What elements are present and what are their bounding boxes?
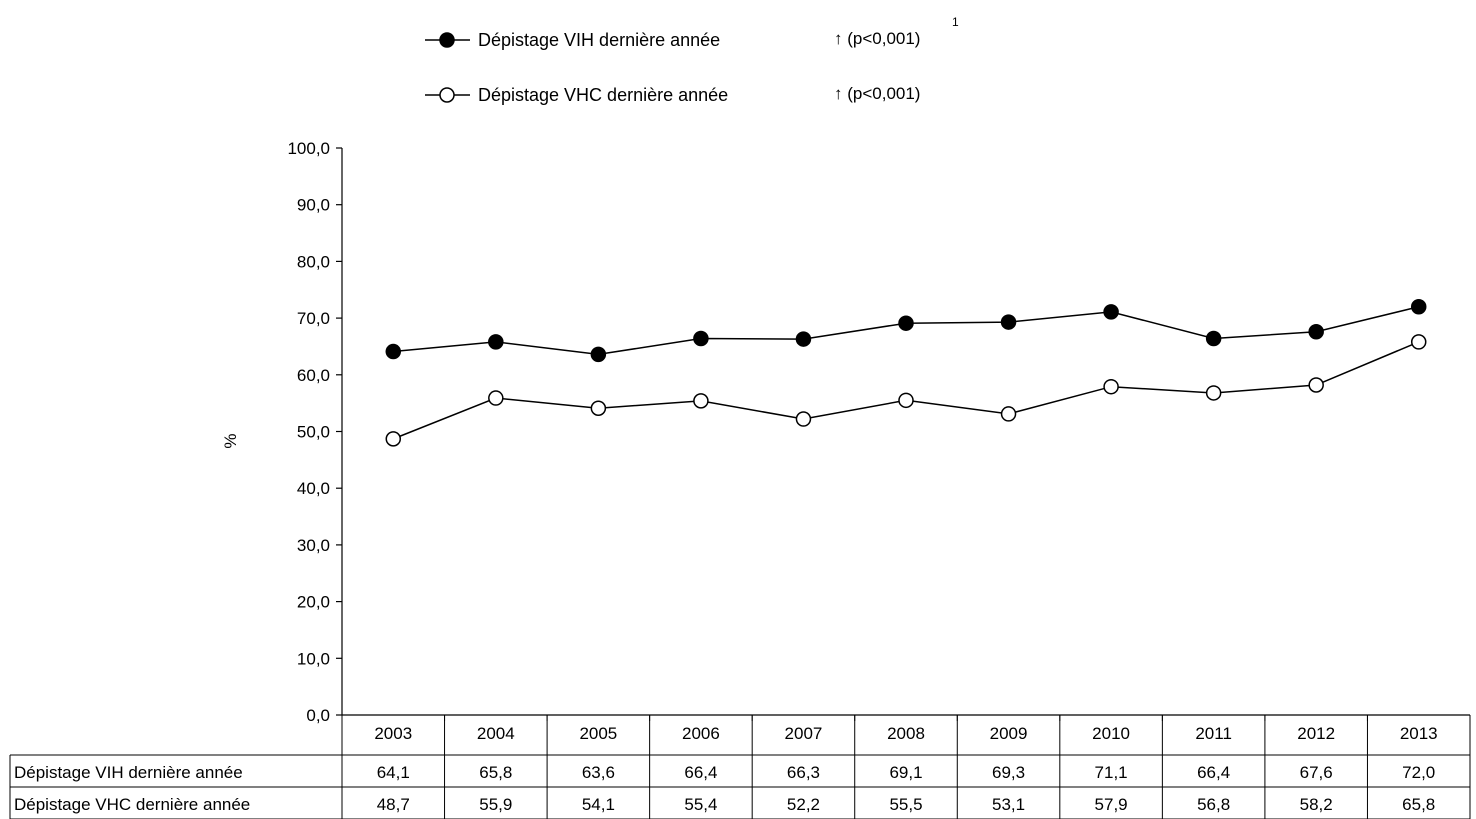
y-axis: 0,0 10,0 20,0 30,0 40,0 50,0 60,0 70,0 80,0 90,0 1… bbox=[287, 139, 343, 725]
trend-label: ↑ (p<0,001) bbox=[834, 84, 920, 103]
table-row-label: Dépistage VHC dernière année bbox=[14, 795, 250, 814]
data-point bbox=[693, 330, 709, 347]
legend-swatch-marker bbox=[439, 87, 455, 103]
legend-label: Dépistage VHC dernière année bbox=[478, 85, 728, 105]
legend-swatch-marker bbox=[439, 32, 455, 48]
table-cell: 67,6 bbox=[1300, 763, 1333, 782]
series-layer bbox=[385, 299, 1427, 447]
table-cell: 52,2 bbox=[787, 795, 820, 814]
x-tick-label: 2010 bbox=[1092, 724, 1130, 743]
series-2 bbox=[385, 334, 1427, 447]
x-tick-label: 2013 bbox=[1400, 724, 1438, 743]
data-point bbox=[385, 431, 402, 447]
data-point bbox=[1205, 330, 1222, 347]
table-cell: 66,3 bbox=[787, 763, 820, 782]
legend-entry: Dépistage VIH dernière année ↑ (p<0,001) 1 bbox=[425, 15, 959, 50]
data-point bbox=[590, 400, 607, 417]
y-tick-label: 10,0 bbox=[297, 649, 330, 668]
x-tick-label: 2011 bbox=[1195, 724, 1232, 743]
data-point bbox=[1308, 323, 1324, 340]
data-point bbox=[1103, 378, 1119, 395]
data-point bbox=[795, 331, 812, 347]
y-tick-label: 70,0 bbox=[297, 309, 330, 328]
x-axis: 2003 2004 2005 2006 2007 2008 2009 2010 2011 2012… bbox=[341, 714, 1471, 743]
data-point bbox=[1410, 334, 1427, 350]
data-point bbox=[590, 346, 607, 363]
series-line bbox=[392, 341, 1420, 440]
y-tick-label: 50,0 bbox=[297, 423, 330, 442]
data-point bbox=[385, 343, 402, 360]
data-point bbox=[795, 411, 812, 427]
table-cell: 58,2 bbox=[1300, 795, 1333, 814]
trend-footnote: 1 bbox=[952, 15, 959, 29]
table-cell: 55,4 bbox=[684, 795, 717, 814]
x-tick-label: 2005 bbox=[579, 724, 617, 743]
table-cell: 54,1 bbox=[582, 795, 615, 814]
table-cell: 53,1 bbox=[992, 795, 1025, 814]
table-cell: 56,8 bbox=[1197, 795, 1230, 814]
y-tick-label: 100,0 bbox=[287, 139, 330, 158]
data-point bbox=[1000, 314, 1017, 330]
y-tick-label: 40,0 bbox=[297, 479, 330, 498]
table-cell: 55,5 bbox=[889, 795, 922, 814]
y-tick-label: 80,0 bbox=[297, 252, 330, 271]
table-row-label: Dépistage VIH dernière année bbox=[14, 763, 243, 782]
legend-entry: Dépistage VHC dernière année ↑ (p<0,001) bbox=[425, 84, 920, 105]
data-point bbox=[488, 390, 504, 406]
series-1 bbox=[385, 299, 1427, 363]
trend-label: ↑ (p<0,001) bbox=[834, 29, 920, 48]
data-point bbox=[898, 392, 914, 409]
x-tick-label: 2007 bbox=[785, 724, 823, 743]
y-tick-label: 60,0 bbox=[297, 366, 330, 385]
x-tick-label: 2008 bbox=[887, 724, 925, 743]
data-point bbox=[1308, 377, 1324, 393]
x-tick-label: 2009 bbox=[990, 724, 1028, 743]
x-tick-label: 2003 bbox=[374, 724, 412, 743]
table-cell: 66,4 bbox=[684, 763, 717, 782]
table-cell: 55,9 bbox=[479, 795, 512, 814]
table-cell: 65,8 bbox=[1402, 795, 1435, 814]
y-tick-label: 90,0 bbox=[297, 196, 330, 215]
table-cell: 69,3 bbox=[992, 763, 1025, 782]
y-tick-label: 30,0 bbox=[297, 536, 330, 555]
legend: Dépistage VIH dernière année ↑ (p<0,001) 1… bbox=[425, 15, 959, 105]
x-tick-label: 2012 bbox=[1297, 724, 1335, 743]
table-cell: 63,6 bbox=[582, 763, 615, 782]
table-cell: 57,9 bbox=[1095, 795, 1128, 814]
table-cell: 64,1 bbox=[377, 763, 410, 782]
data-point bbox=[693, 393, 709, 409]
table-cell: 71,1 bbox=[1095, 763, 1128, 782]
data-point bbox=[1205, 385, 1222, 401]
data-table: Dépistage VIH dernière année 64,1 65,8 63,6… bbox=[9, 715, 1471, 819]
y-tick-label: 20,0 bbox=[297, 593, 330, 612]
data-point bbox=[488, 334, 504, 350]
y-axis-label: % bbox=[221, 433, 240, 448]
legend-label: Dépistage VIH dernière année bbox=[478, 30, 720, 50]
table-cell: 65,8 bbox=[479, 763, 512, 782]
table-cell: 48,7 bbox=[377, 795, 410, 814]
x-tick-label: 2004 bbox=[477, 724, 515, 743]
data-point bbox=[898, 315, 914, 331]
x-tick-label: 2006 bbox=[682, 724, 720, 743]
data-point bbox=[1103, 304, 1119, 320]
data-point bbox=[1000, 406, 1017, 422]
data-point bbox=[1410, 299, 1427, 315]
table-cell: 72,0 bbox=[1402, 763, 1435, 782]
table-cell: 69,1 bbox=[889, 763, 922, 782]
y-tick-label: 0,0 bbox=[306, 706, 330, 725]
table-cell: 66,4 bbox=[1197, 763, 1230, 782]
